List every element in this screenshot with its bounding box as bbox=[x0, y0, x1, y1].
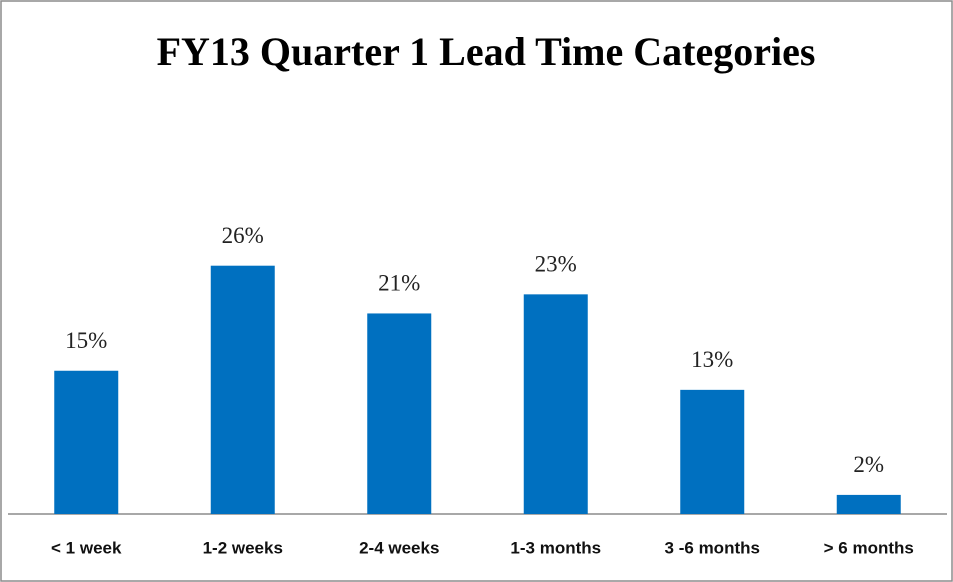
x-tick-label: 1-3 months bbox=[510, 538, 601, 557]
bar bbox=[523, 294, 588, 514]
bar bbox=[836, 494, 901, 514]
data-label: 23% bbox=[535, 252, 577, 277]
data-label: 26% bbox=[222, 223, 264, 248]
x-tick-label: > 6 months bbox=[824, 538, 914, 557]
x-tick-label: 3 -6 months bbox=[665, 538, 760, 557]
bar bbox=[680, 389, 745, 514]
x-tick-label: < 1 week bbox=[51, 538, 122, 557]
data-label: 2% bbox=[853, 452, 884, 477]
data-label: 21% bbox=[378, 271, 420, 296]
data-label: 15% bbox=[65, 328, 107, 353]
x-tick-label: 1-2 weeks bbox=[203, 538, 283, 557]
bar bbox=[367, 313, 432, 514]
bar bbox=[210, 265, 275, 514]
chart-title: FY13 Quarter 1 Lead Time Categories bbox=[157, 29, 816, 74]
data-label: 13% bbox=[691, 347, 733, 372]
bar bbox=[54, 370, 119, 514]
x-tick-label: 2-4 weeks bbox=[359, 538, 439, 557]
